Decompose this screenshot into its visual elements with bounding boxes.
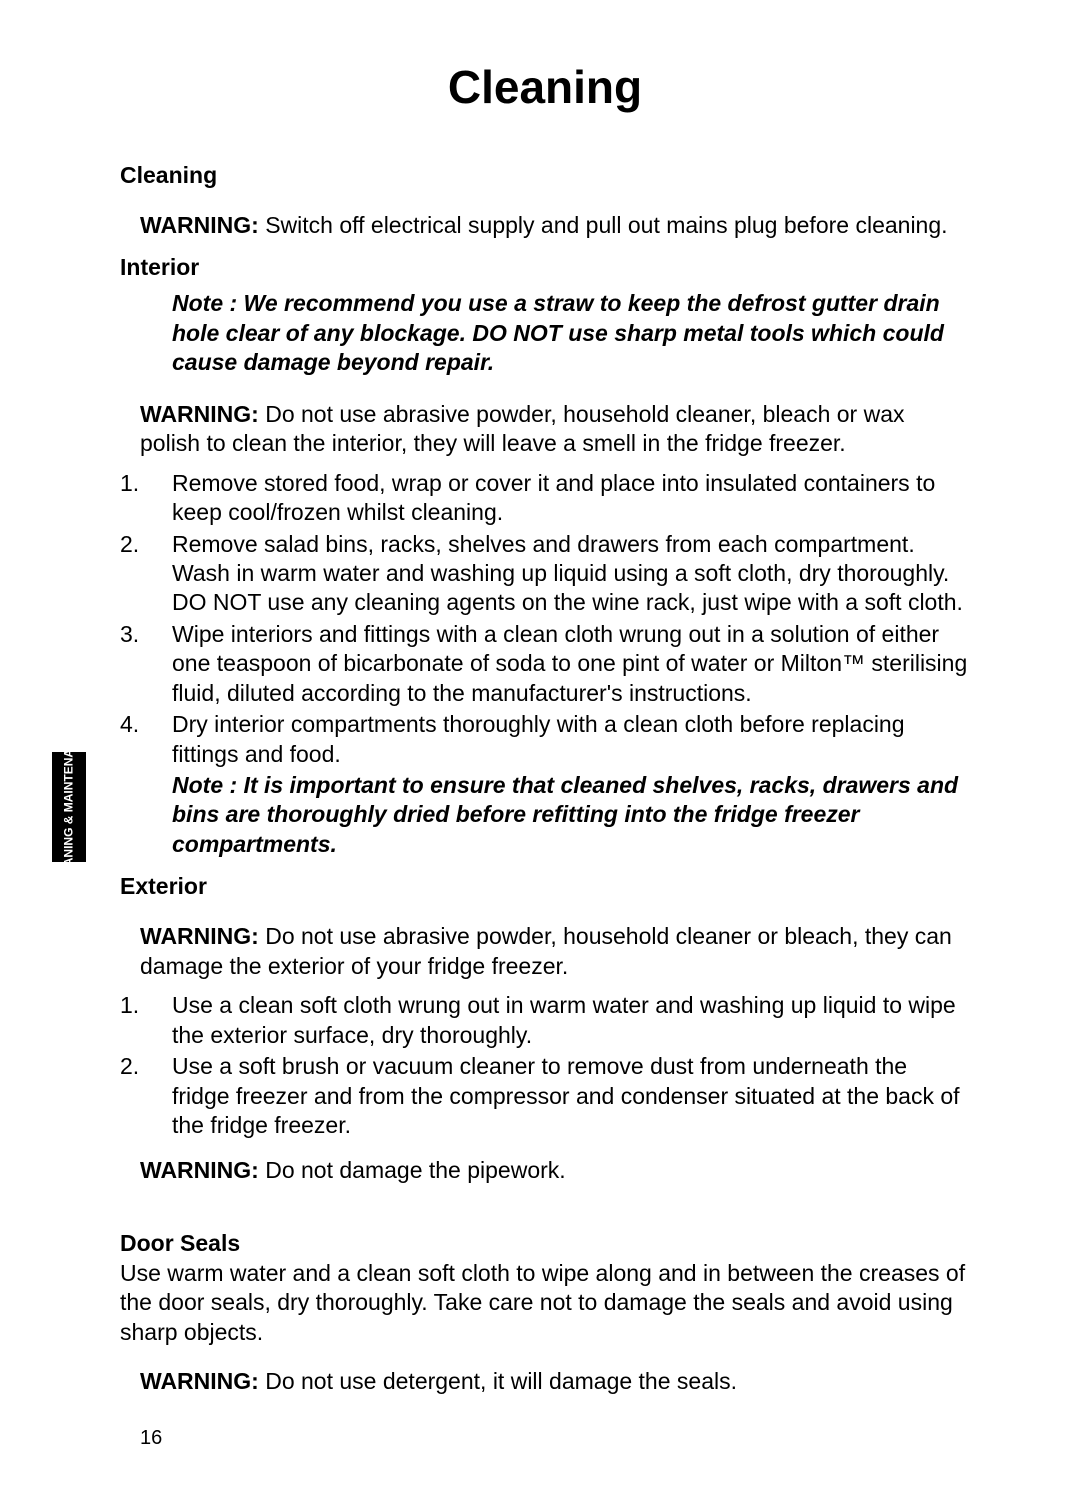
page-content: Cleaning Cleaning WARNING: Switch off el… bbox=[0, 0, 1080, 1490]
list-number: 1. bbox=[120, 469, 172, 528]
list-number: 3. bbox=[120, 620, 172, 708]
interior-note-2: Note : It is important to ensure that cl… bbox=[172, 771, 970, 859]
door-seals-body: Use warm water and a clean soft cloth to… bbox=[120, 1259, 970, 1347]
warning-text: Do not use detergent, it will damage the… bbox=[259, 1368, 737, 1394]
page-number: 16 bbox=[140, 1427, 970, 1450]
list-number: 2. bbox=[120, 530, 172, 618]
warning-label: WARNING: bbox=[140, 923, 259, 949]
list-text: Remove salad bins, racks, shelves and dr… bbox=[172, 530, 970, 618]
list-number: 4. bbox=[120, 710, 172, 769]
list-item: 1. Remove stored food, wrap or cover it … bbox=[120, 469, 970, 528]
list-number: 1. bbox=[120, 991, 172, 1050]
warning-exterior-2: WARNING: Do not damage the pipework. bbox=[140, 1156, 970, 1185]
warning-label: WARNING: bbox=[140, 1157, 259, 1183]
list-text: Dry interior compartments thoroughly wit… bbox=[172, 710, 970, 769]
warning-label: WARNING: bbox=[140, 401, 259, 427]
warning-text: Do not use abrasive powder, household cl… bbox=[140, 923, 952, 978]
list-number: 2. bbox=[120, 1052, 172, 1140]
list-item: 2. Use a soft brush or vacuum cleaner to… bbox=[120, 1052, 970, 1140]
list-item: 1. Use a clean soft cloth wrung out in w… bbox=[120, 991, 970, 1050]
warning-text: Do not damage the pipework. bbox=[259, 1157, 566, 1183]
section-heading-door-seals: Door Seals bbox=[120, 1230, 970, 1257]
list-item: 3. Wipe interiors and fittings with a cl… bbox=[120, 620, 970, 708]
warning-text: Switch off electrical supply and pull ou… bbox=[259, 212, 948, 238]
warning-label: WARNING: bbox=[140, 1368, 259, 1394]
section-heading-cleaning: Cleaning bbox=[120, 162, 970, 189]
warning-cleaning: WARNING: Switch off electrical supply an… bbox=[140, 211, 970, 240]
list-item: 2. Remove salad bins, racks, shelves and… bbox=[120, 530, 970, 618]
list-text: Remove stored food, wrap or cover it and… bbox=[172, 469, 970, 528]
warning-label: WARNING: bbox=[140, 212, 259, 238]
side-tab: CLEANING & MAINTENANCE bbox=[52, 752, 86, 862]
list-item: 4. Dry interior compartments thoroughly … bbox=[120, 710, 970, 769]
section-heading-interior: Interior bbox=[120, 254, 970, 281]
interior-note-1: Note : We recommend you use a straw to k… bbox=[172, 289, 970, 377]
list-text: Use a soft brush or vacuum cleaner to re… bbox=[172, 1052, 970, 1140]
section-heading-exterior: Exterior bbox=[120, 873, 970, 900]
page-title: Cleaning bbox=[120, 60, 970, 114]
warning-exterior-1: WARNING: Do not use abrasive powder, hou… bbox=[140, 922, 970, 981]
warning-interior: WARNING: Do not use abrasive powder, hou… bbox=[140, 400, 970, 459]
list-text: Use a clean soft cloth wrung out in warm… bbox=[172, 991, 970, 1050]
warning-door-seals: WARNING: Do not use detergent, it will d… bbox=[140, 1367, 970, 1396]
side-tab-label: CLEANING & MAINTENANCE bbox=[62, 724, 76, 891]
list-text: Wipe interiors and fittings with a clean… bbox=[172, 620, 970, 708]
